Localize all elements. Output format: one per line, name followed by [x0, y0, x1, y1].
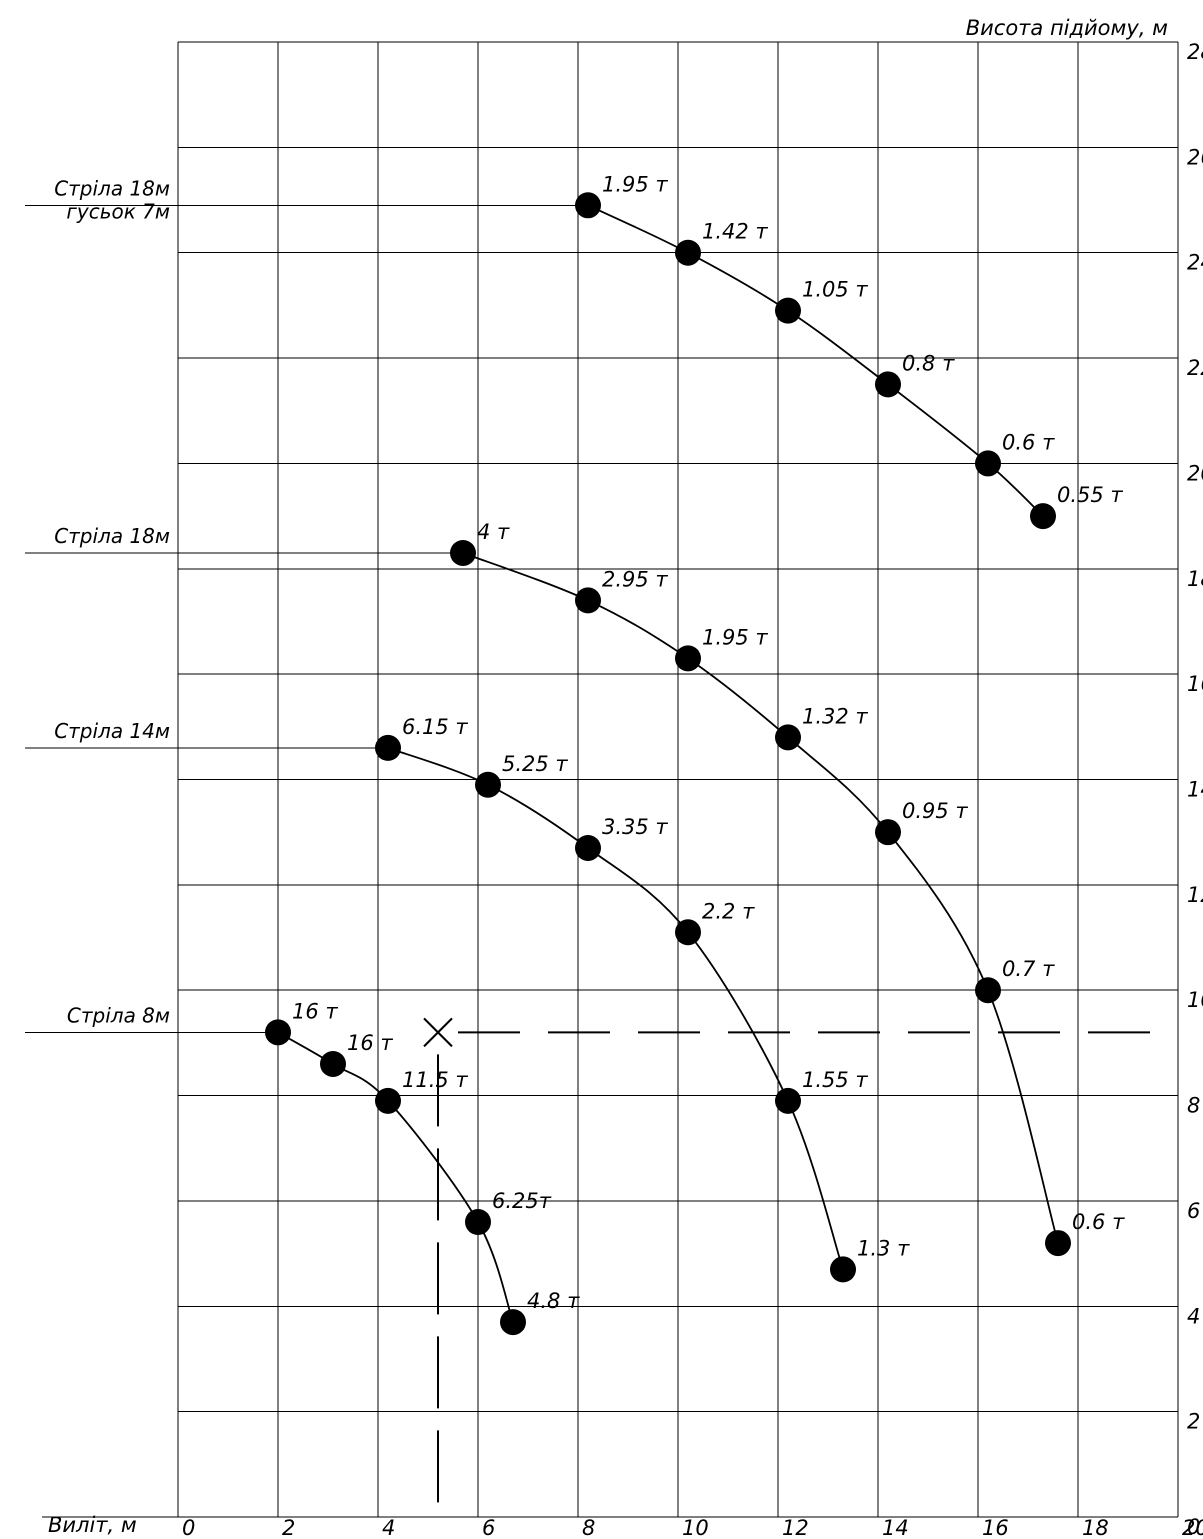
load-label: 2.95 т — [602, 567, 668, 591]
boom-name-label: гусьок 7м — [66, 199, 170, 223]
x-tick-label: 8 — [582, 1516, 595, 1539]
series-Стріла-18м: Стріла 18м 4 т 2.95 т 1.95 т 1.32 т 0.95 т 0.7… — [25, 520, 1125, 1257]
data-point — [1030, 503, 1056, 530]
data-point — [875, 371, 901, 398]
grid — [42, 41, 1179, 1518]
load-label: 0.6 т — [1002, 430, 1055, 454]
y-tick-label: 14 — [1187, 778, 1203, 802]
data-point — [975, 977, 1001, 1004]
y-tick-label: 12 — [1187, 883, 1203, 907]
data-point — [875, 819, 901, 846]
load-label: 6.25т — [492, 1189, 552, 1213]
axes: Виліт, м Висота підйому, м 0 2 4 6 8 10 12 14 16… — [48, 16, 1203, 1539]
boom-name-label: Стріла 18м — [54, 524, 170, 548]
load-label: 1.3 т — [857, 1236, 910, 1260]
y-tick-label: 6 — [1187, 1199, 1200, 1223]
load-label: 1.95 т — [702, 625, 768, 649]
data-point — [675, 645, 701, 672]
y-tick-label: 10 — [1187, 988, 1203, 1012]
data-point — [375, 734, 401, 761]
y-tick-label: 16 — [1187, 672, 1203, 696]
y-tick-label: 2 — [1187, 1410, 1200, 1434]
data-point — [320, 1050, 346, 1077]
data-point — [675, 239, 701, 266]
x-axis-title: Виліт, м — [48, 1513, 137, 1537]
load-label: 6.15 т — [402, 715, 468, 739]
x-tick-label: 0 — [182, 1516, 195, 1539]
y-tick-label: 22 — [1187, 356, 1203, 380]
boom-name-label: Стріла 8м — [67, 1003, 170, 1027]
y-tick-label: 20 — [1187, 461, 1203, 485]
load-label: 1.32 т — [802, 704, 868, 728]
load-label: 16 т — [292, 999, 338, 1023]
data-point — [775, 724, 801, 751]
load-label: 1.05 т — [802, 278, 868, 302]
load-label: 4.8 т — [527, 1289, 580, 1313]
data-point — [675, 919, 701, 946]
x-tick-label: 6 — [482, 1516, 495, 1539]
cross-mark — [423, 1017, 453, 1048]
y-tick-label: 18 — [1187, 567, 1203, 591]
x-tick-label: 2 — [282, 1516, 295, 1539]
load-label: 1.55 т — [802, 1068, 868, 1092]
data-point — [575, 587, 601, 614]
x-tick-label: 14 — [882, 1516, 909, 1539]
x-tick-label: 4 — [382, 1516, 395, 1539]
boom-name-label: Стріла 18м — [54, 176, 170, 200]
x-tick-label: 20 — [1182, 1516, 1203, 1539]
data-point — [375, 1087, 401, 1114]
boom-name-label: Стріла 14м — [54, 719, 170, 743]
load-label: 0.6 т — [1072, 1210, 1125, 1234]
load-label: 1.95 т — [602, 172, 668, 196]
y-tick-label: 28 — [1187, 40, 1203, 64]
load-curve — [462, 552, 1059, 1244]
x-tick-label: 18 — [1082, 1516, 1109, 1539]
load-label: 0.55 т — [1057, 483, 1123, 507]
y-tick-label: 0 — [1187, 1515, 1200, 1539]
y-tick-label: 4 — [1187, 1304, 1200, 1328]
data-point — [830, 1256, 856, 1283]
data-point — [465, 1209, 491, 1235]
load-label: 3.35 т — [602, 815, 668, 839]
series-Стріла-8м: Стріла 8м 16 т 16 т 11.5 т 6.25т 4.8 т — [25, 999, 580, 1336]
load-label: 16 т — [347, 1031, 393, 1055]
data-point — [450, 539, 476, 566]
data-point — [475, 771, 501, 798]
x-tick-label: 16 — [982, 1516, 1009, 1539]
y-axis-title: Висота підйому, м — [966, 16, 1168, 40]
load-curve — [587, 204, 1044, 517]
load-label: 1.42 т — [702, 220, 768, 244]
load-label: 0.95 т — [902, 799, 968, 823]
reference-marker — [423, 1017, 1178, 1517]
data-point — [265, 1019, 291, 1046]
data-point — [500, 1309, 526, 1336]
y-tick-label: 26 — [1187, 145, 1203, 169]
data-point — [775, 1087, 801, 1114]
data-point — [1045, 1230, 1071, 1257]
load-label: 0.7 т — [1002, 957, 1055, 981]
data-point — [575, 192, 601, 219]
series-Стріла-14м: Стріла 14м 6.15 т 5.25 т 3.35 т 2.2 т 1.55 т 1… — [25, 715, 910, 1283]
load-label: 0.8 т — [902, 351, 955, 375]
y-tick-label: 8 — [1187, 1094, 1200, 1118]
load-label: 5.25 т — [502, 752, 568, 776]
x-tick-label: 12 — [782, 1516, 809, 1539]
data-point — [775, 297, 801, 324]
x-tick-label: 10 — [682, 1516, 709, 1539]
data-point — [575, 834, 601, 861]
load-label: 4 т — [477, 520, 510, 544]
y-tick-label: 24 — [1187, 251, 1203, 275]
load-label: 2.2 т — [702, 899, 755, 923]
data-point — [975, 450, 1001, 477]
load-label: 11.5 т — [402, 1068, 468, 1092]
